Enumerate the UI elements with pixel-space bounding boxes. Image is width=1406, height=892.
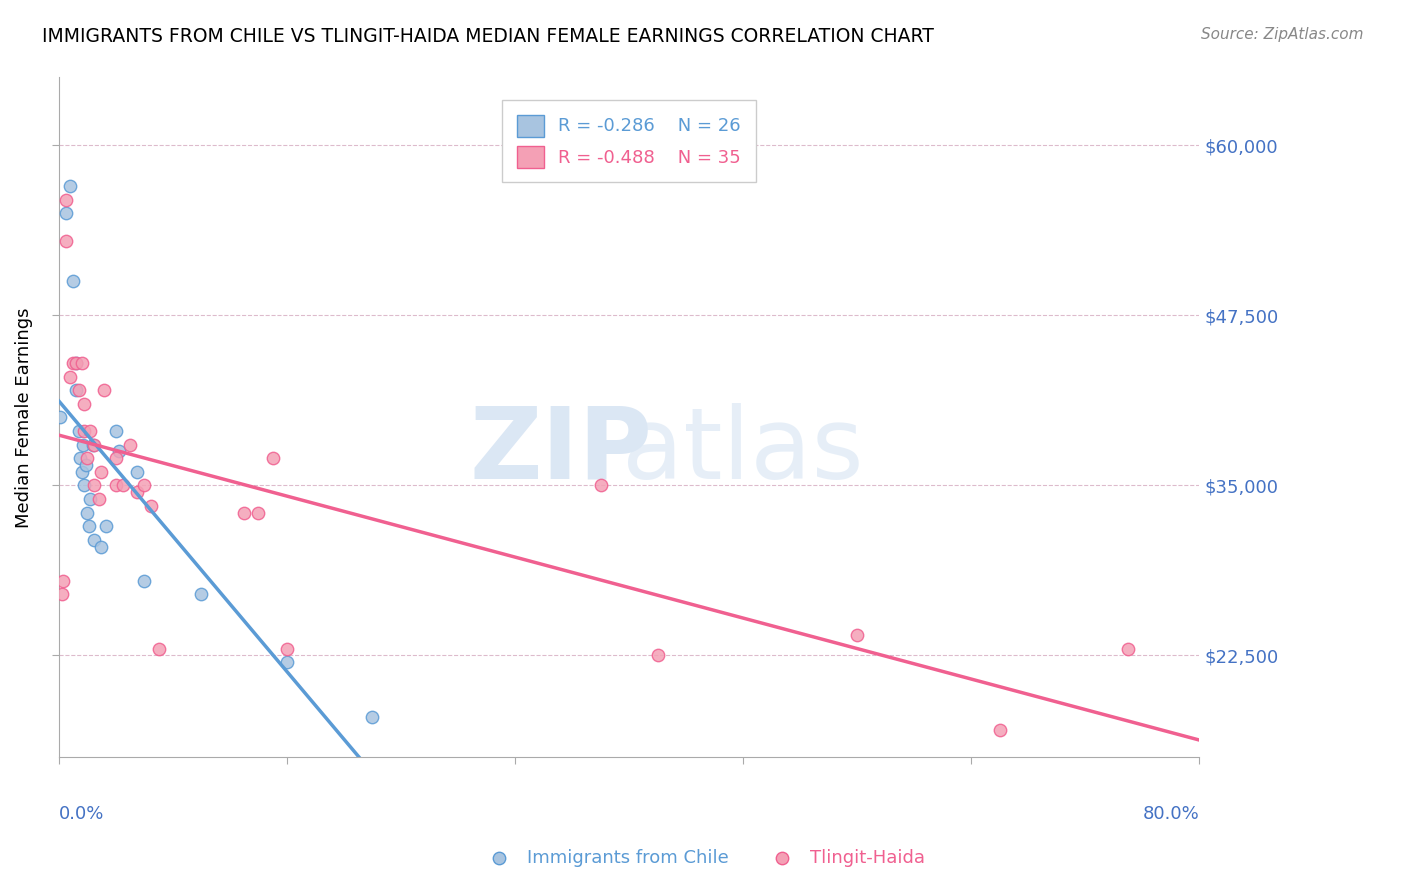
Point <box>90 540 112 554</box>
Point <box>127 465 149 479</box>
Point <box>190 587 212 601</box>
Point <box>104 451 127 466</box>
Point <box>276 641 298 656</box>
Point <box>59 179 82 194</box>
Point <box>233 506 256 520</box>
Point <box>51 587 73 601</box>
Point <box>72 437 94 451</box>
Point <box>77 519 100 533</box>
Point <box>247 506 270 520</box>
Point <box>73 478 96 492</box>
Point <box>83 437 105 451</box>
Point <box>67 383 90 397</box>
Point <box>104 424 127 438</box>
Point <box>79 424 101 438</box>
Point <box>118 437 141 451</box>
Point <box>73 397 96 411</box>
Point <box>70 356 93 370</box>
Point <box>90 465 112 479</box>
Text: ZIP: ZIP <box>470 403 652 500</box>
Point <box>134 574 156 588</box>
Point <box>69 451 91 466</box>
Point <box>62 356 84 370</box>
Point <box>62 275 84 289</box>
Point <box>67 424 90 438</box>
Point <box>141 499 163 513</box>
Point <box>1116 641 1139 656</box>
Point <box>127 485 149 500</box>
Legend: Immigrants from Chile, Tlingit-Haida: Immigrants from Chile, Tlingit-Haida <box>474 842 932 874</box>
Point <box>104 478 127 492</box>
Point <box>73 424 96 438</box>
Point <box>52 574 75 588</box>
Text: 80.0%: 80.0% <box>1143 805 1199 823</box>
Y-axis label: Median Female Earnings: Median Female Earnings <box>15 307 32 528</box>
Point <box>55 234 77 248</box>
Point <box>65 356 87 370</box>
Point <box>83 478 105 492</box>
Point <box>65 356 87 370</box>
Point <box>589 478 612 492</box>
Point <box>846 628 869 642</box>
Point <box>70 465 93 479</box>
Point <box>107 444 129 458</box>
Point <box>76 506 98 520</box>
Point <box>55 193 77 207</box>
Point <box>75 458 97 472</box>
Point <box>83 533 105 547</box>
Point <box>87 491 110 506</box>
Text: 0.0%: 0.0% <box>59 805 104 823</box>
Point <box>49 410 72 425</box>
Legend: R = -0.286    N = 26, R = -0.488    N = 35: R = -0.286 N = 26, R = -0.488 N = 35 <box>502 100 755 182</box>
Point <box>361 709 384 723</box>
Point <box>148 641 170 656</box>
Point <box>93 383 115 397</box>
Point <box>79 491 101 506</box>
Point <box>82 437 104 451</box>
Point <box>262 451 284 466</box>
Text: Source: ZipAtlas.com: Source: ZipAtlas.com <box>1201 27 1364 42</box>
Text: atlas: atlas <box>623 403 863 500</box>
Point <box>988 723 1011 738</box>
Point <box>276 655 298 669</box>
Point <box>59 369 82 384</box>
Point <box>55 206 77 220</box>
Point <box>134 478 156 492</box>
Point <box>111 478 134 492</box>
Text: IMMIGRANTS FROM CHILE VS TLINGIT-HAIDA MEDIAN FEMALE EARNINGS CORRELATION CHART: IMMIGRANTS FROM CHILE VS TLINGIT-HAIDA M… <box>42 27 934 45</box>
Point <box>76 451 98 466</box>
Point <box>94 519 117 533</box>
Point <box>65 383 87 397</box>
Point <box>647 648 669 663</box>
